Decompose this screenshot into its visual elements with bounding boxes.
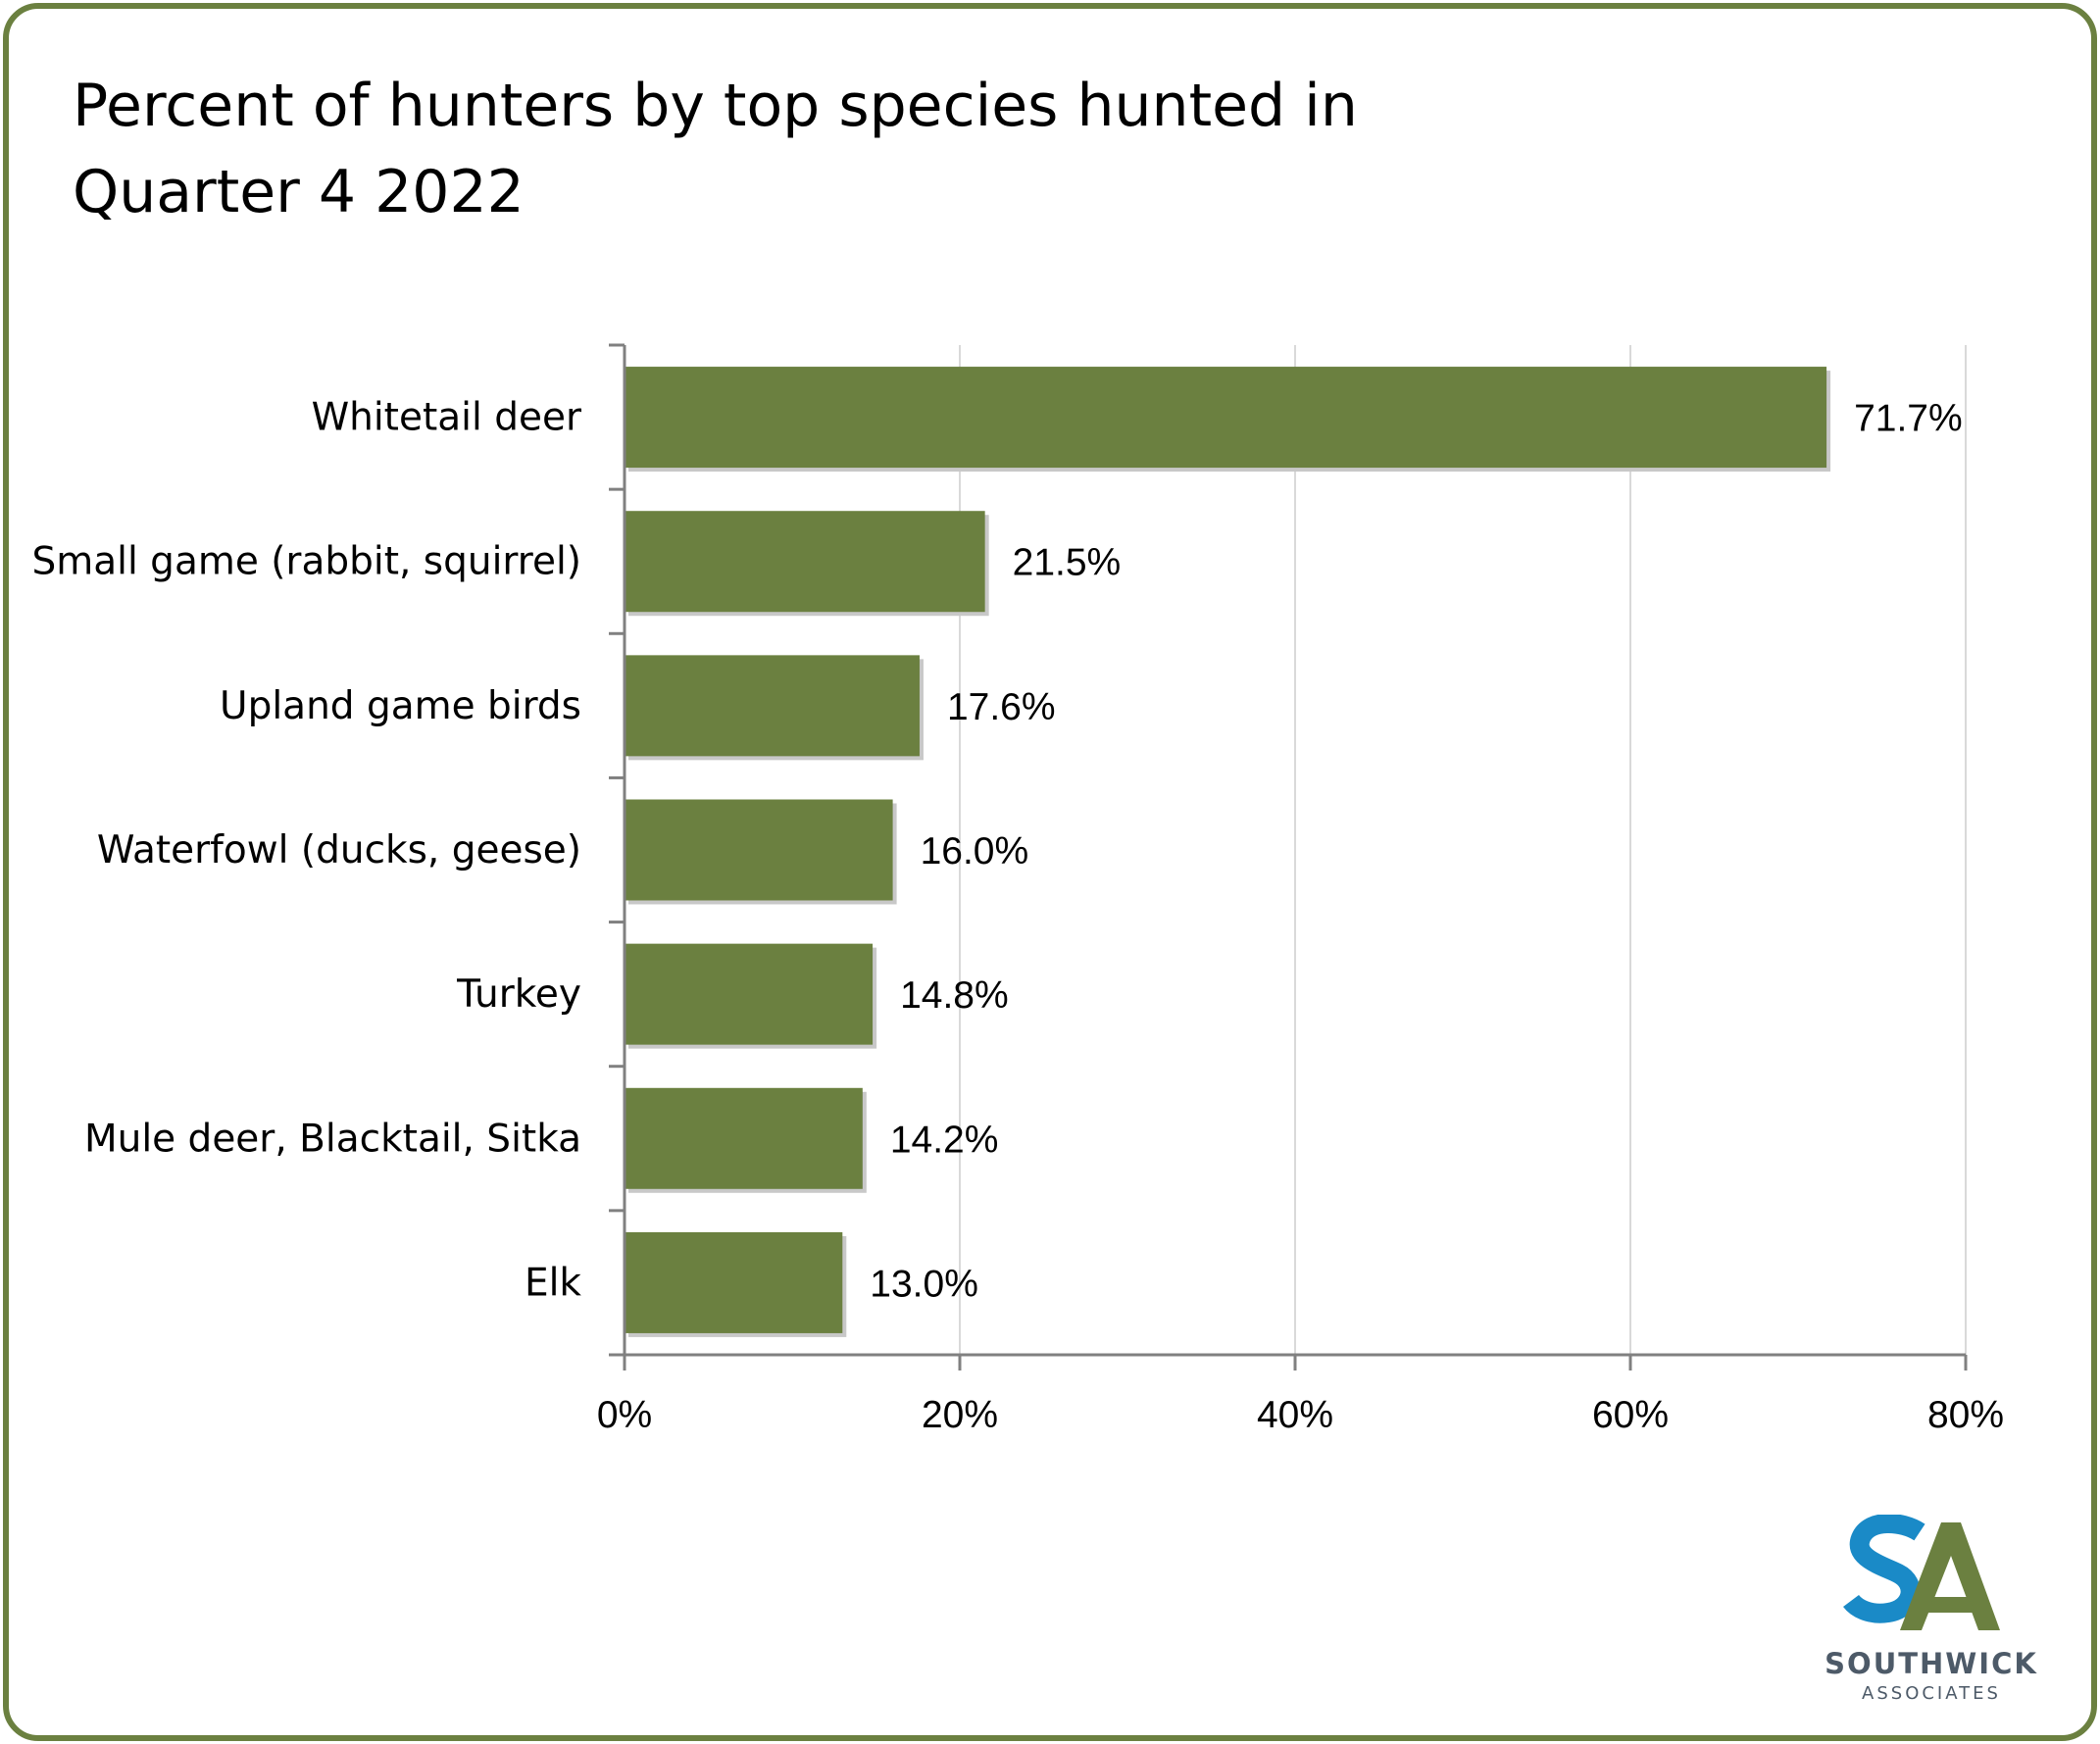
category-label: Upland game birds bbox=[220, 684, 581, 728]
logo-name: SOUTHWICK bbox=[1825, 1647, 2038, 1680]
x-tick-label: 60% bbox=[1592, 1394, 1669, 1436]
bar bbox=[625, 367, 1827, 469]
sa-logo-mark bbox=[1843, 1513, 2000, 1630]
data-label: 14.2% bbox=[890, 1119, 999, 1161]
bar bbox=[625, 1231, 843, 1333]
bar bbox=[625, 799, 893, 901]
category-label: Waterfowl (ducks, geese) bbox=[97, 828, 581, 872]
x-tick-label: 40% bbox=[1257, 1394, 1333, 1436]
data-label: 13.0% bbox=[870, 1263, 978, 1305]
data-label: 16.0% bbox=[921, 830, 1029, 872]
category-label: Turkey bbox=[456, 972, 581, 1017]
data-label: 14.8% bbox=[900, 974, 1009, 1017]
x-tick-label: 20% bbox=[922, 1394, 998, 1436]
category-label: Mule deer, Blacktail, Sitka bbox=[84, 1117, 581, 1161]
x-tick-label: 0% bbox=[597, 1394, 652, 1436]
data-label: 21.5% bbox=[1013, 542, 1122, 584]
category-label: Elk bbox=[525, 1261, 581, 1305]
logo-sub: ASSOCIATES bbox=[1862, 1683, 2001, 1704]
bar bbox=[625, 943, 874, 1045]
bar bbox=[625, 655, 920, 757]
chart-title: Percent of hunters by top species hunted… bbox=[73, 72, 1358, 226]
data-label: 71.7% bbox=[1854, 398, 1963, 440]
southwick-logo: SOUTHWICK ASSOCIATES bbox=[1804, 1513, 2059, 1711]
category-label: Whitetail deer bbox=[312, 396, 582, 440]
data-label: 17.6% bbox=[947, 686, 1056, 728]
bar bbox=[625, 511, 985, 613]
x-tick-label: 80% bbox=[1927, 1394, 2004, 1436]
category-label: Small game (rabbit, squirrel) bbox=[31, 540, 581, 584]
bar bbox=[625, 1087, 863, 1189]
chart-frame bbox=[3, 3, 2097, 1741]
